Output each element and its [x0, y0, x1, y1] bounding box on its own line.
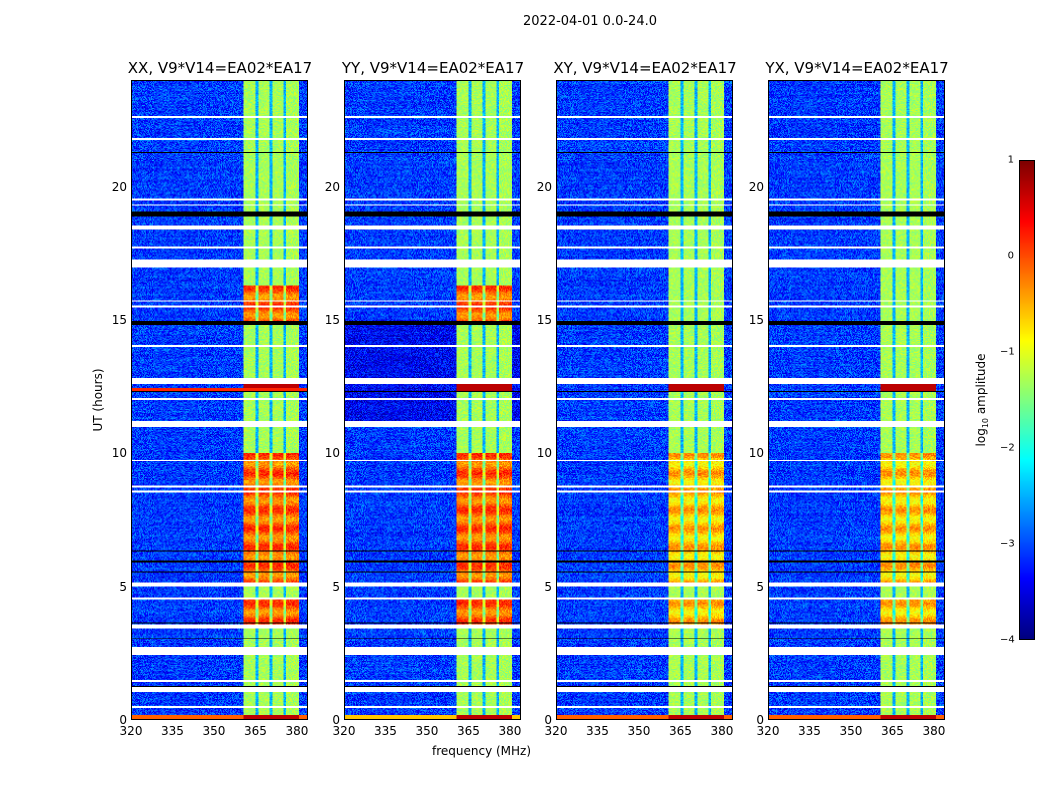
colorbar-tick-label: −4	[1000, 634, 1015, 646]
x-tick-label: 380	[285, 724, 309, 738]
colorbar-tick-label: 1	[1007, 154, 1014, 166]
colorbar-label: log10 amplitude	[974, 354, 990, 447]
panel-title: YX, V9*V14=EA02*EA17	[765, 59, 949, 77]
y-tick-label: 10	[536, 446, 552, 461]
y-tick-label: 10	[748, 446, 764, 461]
y-tick-label: 15	[324, 313, 340, 327]
heatmap-3	[769, 81, 944, 719]
panel-title: XY, V9*V14=EA02*EA17	[553, 59, 737, 77]
spectrogram-panel-1	[344, 80, 521, 720]
x-tick-label: 350	[627, 724, 651, 738]
colorbar-tick-label: −1	[1000, 346, 1015, 358]
y-tick-label: 5	[332, 579, 340, 594]
y-tick-label: 0	[119, 713, 127, 727]
spectrogram-panel-2	[556, 80, 733, 720]
x-tick-label: 365	[669, 724, 692, 738]
spectrogram-panel-0	[131, 80, 308, 720]
y-tick-label: 20	[324, 179, 340, 194]
y-tick-label: 15	[536, 313, 552, 327]
x-tick-label: 335	[161, 724, 184, 738]
y-tick-label: 10	[111, 446, 127, 461]
x-tick-label: 320	[756, 724, 780, 738]
spectrogram-panel-3	[768, 80, 945, 720]
colorbar-label-sub: 10	[981, 417, 991, 429]
colorbar-label-log: log	[973, 428, 988, 447]
y-tick-label: 20	[111, 179, 127, 194]
x-tick-label: 320	[544, 724, 568, 738]
colorbar-tick-label: −3	[1000, 538, 1015, 550]
colorbar-label-rest: amplitude	[973, 353, 988, 418]
y-tick-label: 0	[544, 713, 552, 727]
colorbar-tick-label: −2	[1000, 442, 1015, 454]
x-tick-label: 380	[498, 724, 522, 738]
x-tick-label: 320	[332, 724, 356, 738]
x-tick-label: 350	[415, 724, 439, 738]
heatmap-0	[132, 81, 307, 719]
x-axis-label: frequency (MHz)	[432, 744, 532, 758]
y-tick-label: 0	[332, 713, 340, 727]
heatmap-1	[345, 81, 520, 719]
y-tick-label: 15	[111, 313, 127, 327]
y-tick-label: 10	[324, 446, 340, 461]
y-axis-label: UT (hours)	[91, 368, 105, 432]
x-tick-label: 365	[881, 724, 904, 738]
x-tick-label: 350	[839, 724, 863, 738]
y-tick-label: 5	[756, 579, 764, 594]
x-tick-label: 335	[586, 724, 609, 738]
x-tick-label: 365	[244, 724, 267, 738]
figure-title: 2022-04-01 0.0-24.0	[523, 14, 657, 29]
x-tick-label: 320	[119, 724, 143, 738]
colorbar	[1019, 160, 1035, 640]
x-tick-label: 365	[457, 724, 480, 738]
x-tick-label: 380	[922, 724, 946, 738]
y-tick-label: 20	[536, 179, 552, 194]
x-tick-label: 380	[710, 724, 734, 738]
colorbar-tick-label: 0	[1007, 250, 1014, 262]
panel-title: YY, V9*V14=EA02*EA17	[341, 59, 525, 77]
y-tick-label: 5	[119, 579, 127, 594]
x-tick-label: 335	[798, 724, 821, 738]
x-tick-label: 335	[374, 724, 397, 738]
x-tick-label: 350	[202, 724, 226, 738]
heatmap-2	[557, 81, 732, 719]
panel-title: XX, V9*V14=EA02*EA17	[127, 59, 313, 77]
y-tick-label: 5	[544, 579, 552, 594]
y-tick-label: 15	[748, 313, 764, 327]
y-tick-label: 20	[748, 179, 764, 194]
y-tick-label: 0	[756, 713, 764, 727]
